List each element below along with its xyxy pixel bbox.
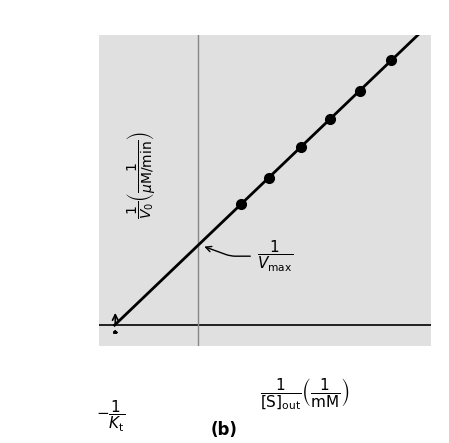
Text: (b): (b) [211, 420, 238, 439]
Text: $-\dfrac{1}{K_{\mathrm{t}}}$: $-\dfrac{1}{K_{\mathrm{t}}}$ [96, 399, 125, 434]
Text: $\dfrac{1}{V_{\mathrm{max}}}$: $\dfrac{1}{V_{\mathrm{max}}}$ [257, 238, 293, 274]
Text: $\dfrac{1}{V_0}\left(\dfrac{1}{\mu\mathrm{M/min}}\right)$: $\dfrac{1}{V_0}\left(\dfrac{1}{\mu\mathr… [126, 131, 158, 219]
Text: $\dfrac{1}{[\mathrm{S}]_{\mathrm{out}}}\left(\dfrac{1}{\mathrm{mM}}\right)$: $\dfrac{1}{[\mathrm{S}]_{\mathrm{out}}}\… [260, 377, 350, 412]
